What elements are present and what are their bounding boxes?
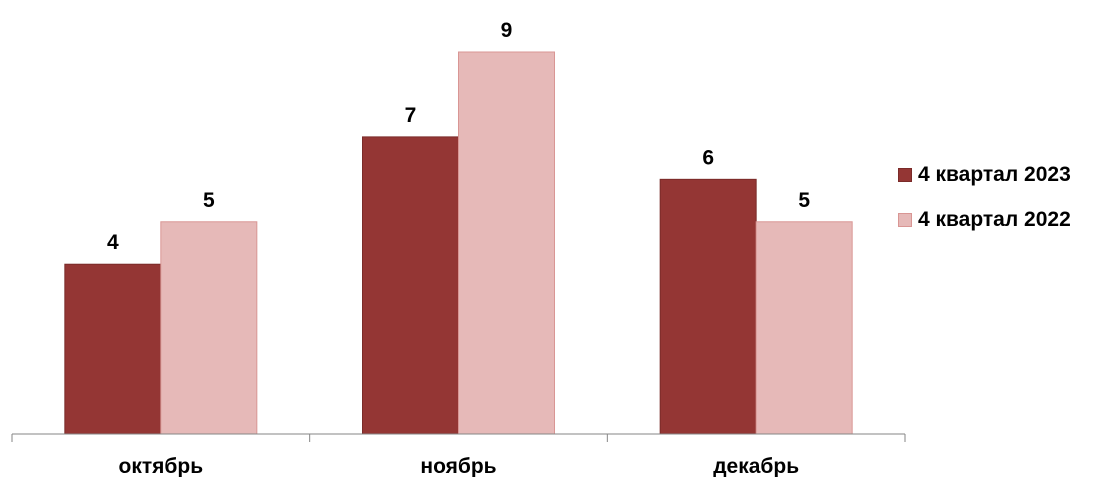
legend-item-series-2: 4 квартал 2022	[898, 205, 1071, 235]
data-label-2-2: 9	[501, 19, 513, 42]
data-labels-layer: 4 5 7 9 6 5	[107, 19, 810, 254]
legend: 4 квартал 2023 4 квартал 2022	[898, 160, 1071, 235]
bar-1-1	[64, 263, 162, 435]
bar-1-3	[659, 178, 757, 435]
legend-label-series-1: 4 квартал 2023	[918, 163, 1071, 186]
data-label-1-1: 4	[107, 231, 119, 254]
legend-item-series-1: 4 квартал 2023	[898, 160, 1071, 190]
bar-2-1	[160, 221, 258, 435]
data-label-2-3: 5	[798, 189, 810, 212]
legend-swatch-series-2	[898, 213, 912, 227]
bars-layer	[64, 51, 853, 435]
bar-2-2	[458, 51, 555, 435]
x-tick-label-3: декабрь	[713, 455, 799, 477]
bar-1-2	[362, 136, 459, 435]
data-label-1-2: 7	[405, 104, 417, 127]
legend-swatch-series-1	[898, 168, 912, 182]
x-tick-label-2: ноябрь	[420, 455, 496, 477]
legend-label-series-2: 4 квартал 2022	[918, 208, 1071, 231]
x-axis: октябрь ноябрь декабрь	[11, 433, 906, 477]
x-tick-label-1: октябрь	[119, 455, 204, 477]
data-label-1-3: 6	[702, 146, 714, 169]
data-label-2-1: 5	[203, 189, 215, 212]
bar-2-3	[755, 221, 853, 435]
